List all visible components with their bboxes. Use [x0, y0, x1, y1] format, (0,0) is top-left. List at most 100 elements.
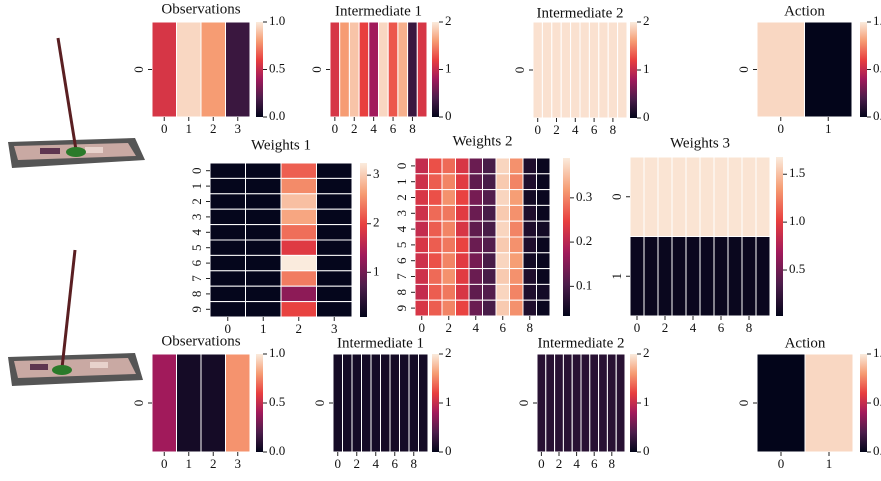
heatmap-cell: [245, 177, 282, 195]
heatmap-cell: [522, 220, 537, 238]
heatmap-cell: [607, 21, 619, 119]
heatmap-cell: [495, 283, 510, 301]
colorbar: [860, 22, 867, 117]
heatmap-cell: [441, 236, 456, 254]
heatmap-cell: [245, 162, 282, 179]
heatmap-cell: [151, 353, 177, 453]
heatmap-cell: [468, 173, 483, 191]
robot-top: [8, 37, 145, 168]
heatmap-cell: [495, 189, 510, 206]
x-tick-label: 0: [225, 321, 232, 336]
heatmap-cell: [727, 156, 743, 237]
heatmap-cell: [245, 239, 282, 256]
heatmap-cell: [551, 21, 562, 119]
y-tick-label: 7: [189, 275, 204, 282]
heatmap-cell: [468, 157, 483, 175]
heatmap-cell: [245, 301, 282, 318]
heatmap-cell: [536, 157, 551, 175]
x-tick-label: 1: [186, 121, 193, 136]
colorbar-tick-label: 1: [643, 394, 650, 409]
heatmap-cell: [643, 236, 659, 317]
colorbar: [860, 354, 867, 452]
heatmap-cell: [316, 224, 353, 241]
heatmap-cell: [348, 21, 360, 118]
chart-title: Weights 2: [452, 133, 512, 149]
heatmap-cell: [755, 156, 771, 237]
heatmap-cell: [522, 189, 537, 206]
heatmap-cell: [522, 236, 537, 254]
heatmap-cell: [536, 268, 551, 285]
heatmap-cell: [671, 156, 687, 237]
y-tick-label: 6: [189, 259, 204, 266]
y-tick-label: 6: [394, 257, 409, 264]
x-tick-label: 8: [527, 320, 534, 335]
heatmap-cell: [428, 236, 443, 254]
heatmap-cell: [209, 301, 246, 318]
colorbar-tick-label: 0.5: [873, 394, 881, 409]
heatmap-cell: [414, 236, 429, 254]
chart-title: Observations: [161, 1, 240, 17]
heatmap-cell: [713, 156, 729, 237]
x-tick-label: 1: [260, 321, 267, 336]
heatmap-cell: [482, 189, 497, 206]
heatmap-cell: [468, 220, 483, 238]
heatmap-cell: [741, 156, 757, 237]
heatmap-cell: [522, 299, 537, 317]
colorbar: [360, 163, 367, 317]
heatmap-cell: [416, 21, 428, 118]
y-tick-label: 4: [394, 225, 409, 232]
x-tick-label: 6: [718, 320, 725, 335]
x-tick-label: 0: [332, 121, 339, 136]
heatmap-cell: [397, 21, 409, 118]
heatmap-cell: [209, 177, 246, 195]
x-tick-label: 4: [690, 320, 697, 335]
heatmap-cell: [482, 204, 497, 222]
x-tick-label: 2: [446, 320, 453, 335]
colorbar-tick-label: 0.0: [269, 443, 285, 458]
heatmap-cell: [280, 208, 317, 226]
heatmap-cell: [468, 236, 483, 254]
heatmap-cell: [545, 353, 556, 453]
y-tick-label: 8: [394, 289, 409, 296]
heatmap-cell: [468, 204, 483, 222]
chart-title: Weights 1: [251, 137, 311, 153]
heatmap-cell: [536, 189, 551, 206]
heatmap-cell: [509, 299, 524, 317]
colorbar-tick-label: 1.0: [269, 345, 285, 360]
y-tick-label: 0: [516, 400, 531, 407]
heatmap-cell: [455, 283, 470, 301]
heatmap-cell: [441, 299, 456, 317]
heatmap-cell: [316, 254, 353, 272]
colorbar-tick-label: 0.5: [269, 60, 285, 75]
heatmap-cell: [280, 177, 317, 195]
heatmap-cell: [468, 252, 483, 270]
heatmap-cell: [804, 21, 853, 118]
heatmap-cell: [428, 283, 443, 301]
colorbar-tick-label: 2: [445, 345, 452, 360]
heatmap-cell: [629, 156, 645, 237]
heatmap-cell: [455, 157, 470, 175]
y-tick-label: 0: [309, 66, 324, 73]
heatmap-cell: [699, 156, 715, 237]
heatmap-cell: [316, 301, 353, 318]
heatmap-cell: [598, 353, 608, 453]
colorbar-tick-label: 1.0: [789, 213, 805, 228]
x-tick-label: 0: [161, 121, 168, 136]
heatmap-cell: [755, 236, 771, 317]
heatmap-cell: [509, 252, 524, 270]
heatmap-cell: [482, 299, 497, 317]
x-tick-label: 8: [609, 456, 616, 471]
colorbar: [630, 22, 637, 118]
colorbar-tick-label: 1: [373, 263, 380, 278]
heatmap-cell: [509, 173, 524, 191]
colorbar: [432, 354, 439, 452]
x-tick-label: 2: [296, 321, 303, 336]
heatmap-cell: [468, 299, 483, 317]
heatmap-cell: [536, 252, 551, 270]
colorbar-tick-label: 3: [373, 166, 380, 181]
chart-title: Intermediate 2: [536, 5, 623, 21]
heatmap-cell: [657, 236, 673, 317]
colorbar-tick-label: 2: [373, 215, 380, 230]
heatmap-cell: [482, 236, 497, 254]
